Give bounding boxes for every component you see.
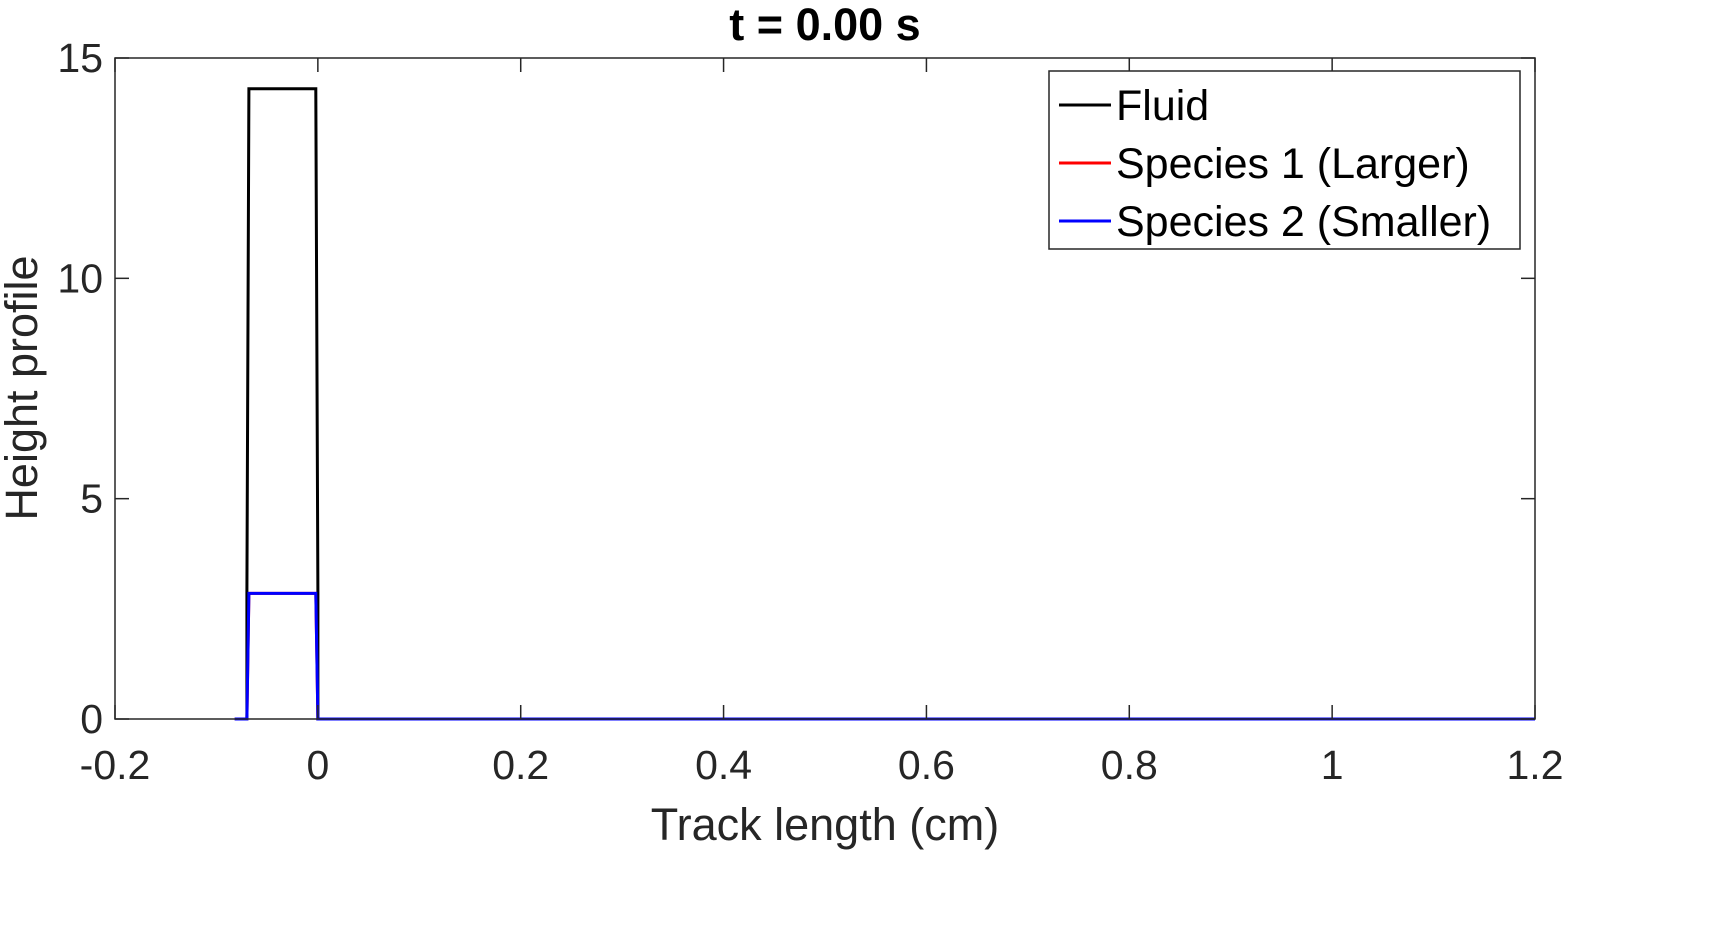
x-tick-labels: -0.2 0 0.2 0.4 0.6 0.8 1 1.2 [80, 742, 1564, 788]
y-tick-label: 15 [57, 35, 103, 81]
legend-label-2: Species 1 (Larger) [1116, 140, 1470, 188]
x-tick-label: 0 [306, 742, 329, 788]
x-tick-label: 0.6 [898, 742, 955, 788]
legend-label-3: Species 2 (Smaller) [1116, 198, 1491, 246]
y-axis-label: Height profile [0, 255, 47, 520]
legend-box [1048, 70, 1521, 250]
x-axis-label: Track length (cm) [651, 799, 999, 850]
y-tick-label: 10 [57, 255, 103, 301]
x-tick-label: 1.2 [1507, 742, 1564, 788]
chart-title: t = 0.00 s [729, 0, 920, 50]
x-tick-label: 0.8 [1101, 742, 1158, 788]
y-tick-label: 5 [80, 476, 103, 522]
plot-box [114, 57, 1536, 720]
legend: Fluid Species 1 (Larger) Species 2 (Smalle… [1048, 70, 1521, 250]
x-tick-label: 0.2 [492, 742, 549, 788]
x-tick-label: -0.2 [80, 742, 151, 788]
legend-label-1: Fluid [1116, 82, 1209, 130]
x-tick-label: 1 [1321, 742, 1344, 788]
y-tick-label: 0 [80, 696, 103, 742]
y-tick-labels: 0 5 10 15 [57, 35, 103, 742]
x-tick-label: 0.4 [695, 742, 752, 788]
